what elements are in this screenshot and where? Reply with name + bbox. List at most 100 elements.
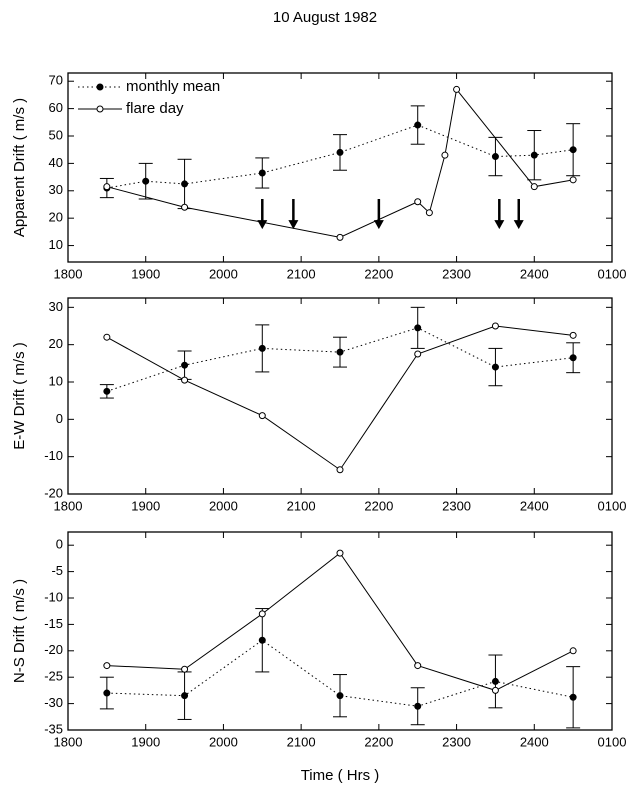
marker: [258, 344, 266, 352]
plot-frame: [67, 297, 613, 495]
y-tick-label: -20: [44, 485, 63, 500]
y-tick-label: 20: [49, 336, 63, 351]
x-tick-label: 2000: [209, 734, 238, 749]
plot-frame: [67, 531, 613, 731]
y-tick-label: 40: [49, 155, 63, 170]
marker: [336, 148, 344, 156]
x-tick-label: 1900: [131, 498, 160, 513]
x-tick-label: 1800: [54, 734, 83, 749]
series-line: [106, 552, 574, 691]
x-tick-label: 0100: [598, 734, 627, 749]
y-axis-label: E-W Drift ( m/s ): [11, 342, 28, 449]
marker: [181, 665, 189, 673]
y-tick-label: 30: [49, 182, 63, 197]
marker: [181, 692, 189, 700]
x-tick-label: 1900: [131, 734, 160, 749]
arrow: [494, 199, 505, 230]
marker: [530, 151, 538, 159]
arrow: [513, 199, 524, 230]
x-tick-label: 2200: [364, 266, 393, 281]
marker: [258, 169, 266, 177]
arrow: [257, 199, 268, 230]
x-tick-label: 2400: [520, 734, 549, 749]
y-tick-label: 0: [56, 537, 63, 552]
marker: [181, 361, 189, 369]
marker: [569, 693, 577, 701]
figure-title: 10 August 1982: [273, 9, 377, 26]
y-tick-label: -35: [44, 721, 63, 736]
y-tick-label: -30: [44, 695, 63, 710]
x-tick-label: 2300: [442, 498, 471, 513]
marker: [258, 412, 266, 420]
marker: [142, 177, 150, 185]
marker: [336, 348, 344, 356]
marker: [569, 176, 577, 184]
marker: [258, 610, 266, 618]
y-tick-label: -20: [44, 642, 63, 657]
legend-label: monthly mean: [126, 78, 220, 95]
marker: [258, 636, 266, 644]
x-axis-label: Time ( Hrs ): [301, 767, 380, 784]
marker: [181, 180, 189, 188]
y-tick-label: 60: [49, 100, 63, 115]
marker: [530, 183, 538, 191]
y-tick-label: -5: [51, 563, 63, 578]
y-axis-label: Apparent Drift ( m/s ): [11, 98, 28, 237]
marker: [569, 647, 577, 655]
marker: [414, 198, 422, 206]
y-tick-label: 20: [49, 210, 63, 225]
y-tick-label: 30: [49, 299, 63, 314]
y-tick-label: -10: [44, 589, 63, 604]
x-tick-label: 2200: [364, 734, 393, 749]
arrow-head: [513, 220, 524, 230]
marker: [336, 549, 344, 557]
x-tick-label: 2000: [209, 498, 238, 513]
x-tick-label: 2000: [209, 266, 238, 281]
y-tick-label: -15: [44, 616, 63, 631]
x-tick-label: 2400: [520, 498, 549, 513]
y-tick-label: -25: [44, 669, 63, 684]
x-tick-label: 2100: [287, 266, 316, 281]
x-tick-label: 2300: [442, 734, 471, 749]
y-tick-label: -10: [44, 448, 63, 463]
marker: [491, 686, 499, 694]
x-tick-label: 1800: [54, 498, 83, 513]
marker: [414, 350, 422, 358]
marker: [181, 203, 189, 211]
marker: [414, 121, 422, 129]
x-tick-label: 2200: [364, 498, 393, 513]
plot-frame: [67, 72, 613, 263]
arrow-head: [373, 220, 384, 230]
x-tick-label: 2300: [442, 266, 471, 281]
x-tick-label: 2100: [287, 734, 316, 749]
marker: [336, 233, 344, 241]
x-tick-label: 1800: [54, 266, 83, 281]
x-tick-label: 1900: [131, 266, 160, 281]
marker: [414, 324, 422, 332]
marker: [181, 376, 189, 384]
marker: [414, 662, 422, 670]
marker: [441, 151, 449, 159]
arrow: [288, 199, 299, 230]
y-tick-label: 0: [56, 411, 63, 426]
y-tick-label: 10: [49, 373, 63, 388]
y-tick-label: 50: [49, 127, 63, 142]
arrow: [373, 199, 384, 230]
marker: [425, 209, 433, 217]
marker: [103, 333, 111, 341]
arrow-head: [288, 220, 299, 230]
marker: [336, 692, 344, 700]
marker: [336, 466, 344, 474]
x-tick-label: 2100: [287, 498, 316, 513]
marker: [491, 363, 499, 371]
marker: [103, 689, 111, 697]
marker: [569, 331, 577, 339]
marker: [491, 153, 499, 161]
y-tick-label: 10: [49, 237, 63, 252]
marker: [569, 146, 577, 154]
y-axis-label: N-S Drift ( m/s ): [11, 579, 28, 683]
marker: [103, 662, 111, 670]
x-tick-label: 0100: [598, 498, 627, 513]
x-tick-label: 0100: [598, 266, 627, 281]
legend-label: flare day: [126, 100, 184, 117]
